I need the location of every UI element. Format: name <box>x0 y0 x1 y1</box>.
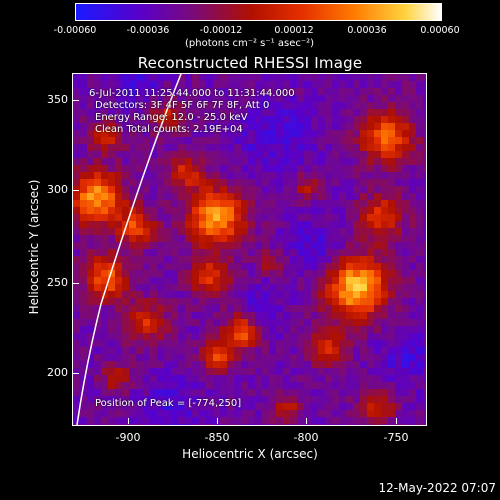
y-tick: 200 <box>47 366 68 379</box>
colorbar-tick: -0.00060 <box>53 25 97 36</box>
y-tick: 350 <box>47 93 68 106</box>
image-title: Reconstructed RHESSI Image <box>137 54 363 72</box>
colorbar-units: (photons cm⁻² s⁻¹ asec⁻²) <box>185 38 315 49</box>
timestamp: 12-May-2022 07:07 <box>378 481 496 495</box>
info-detectors: Detectors: 3F 4F 5F 6F 7F 8F, Att 0 <box>95 100 270 111</box>
colorbar-tick: 0.00036 <box>347 25 387 36</box>
x-tick-mark <box>217 418 218 424</box>
x-tick: -850 <box>204 431 230 444</box>
x-tick: -800 <box>293 431 319 444</box>
x-tick: -900 <box>115 431 141 444</box>
x-tick-mark <box>128 418 129 424</box>
info-clean: Clean Total counts: 2.19E+04 <box>95 124 243 135</box>
colorbar-tick: -0.00012 <box>199 25 243 36</box>
colorbar-ticks: -0.00060 -0.00036 -0.00012 0.00012 0.000… <box>54 19 460 43</box>
y-tick: 250 <box>47 276 68 289</box>
x-tick-mark <box>306 418 307 424</box>
y-tick-mark <box>73 190 79 191</box>
x-tick-mark <box>396 418 397 424</box>
info-energy: Energy Range: 12.0 - 25.0 keV <box>95 112 248 123</box>
solar-limb-line <box>76 74 182 425</box>
colorbar-tick: 0.00060 <box>420 25 460 36</box>
rhessi-image <box>73 74 426 425</box>
colorbar-tick: 0.00012 <box>274 25 314 36</box>
image-frame: 6-Jul-2011 11:25:44.000 to 11:31:44.000 … <box>72 73 427 426</box>
x-axis-label: Heliocentric X (arcsec) <box>182 447 318 461</box>
colorbar-tick: -0.00036 <box>126 25 170 36</box>
info-time: 6-Jul-2011 11:25:44.000 to 11:31:44.000 <box>89 88 295 99</box>
colorbar <box>75 3 442 21</box>
y-tick: 300 <box>47 183 68 196</box>
info-peak: Position of Peak = [-774,250] <box>95 398 242 409</box>
y-tick-mark <box>73 283 79 284</box>
x-tick: -750 <box>383 431 409 444</box>
y-tick-mark <box>73 373 79 374</box>
y-tick-mark <box>73 100 79 101</box>
